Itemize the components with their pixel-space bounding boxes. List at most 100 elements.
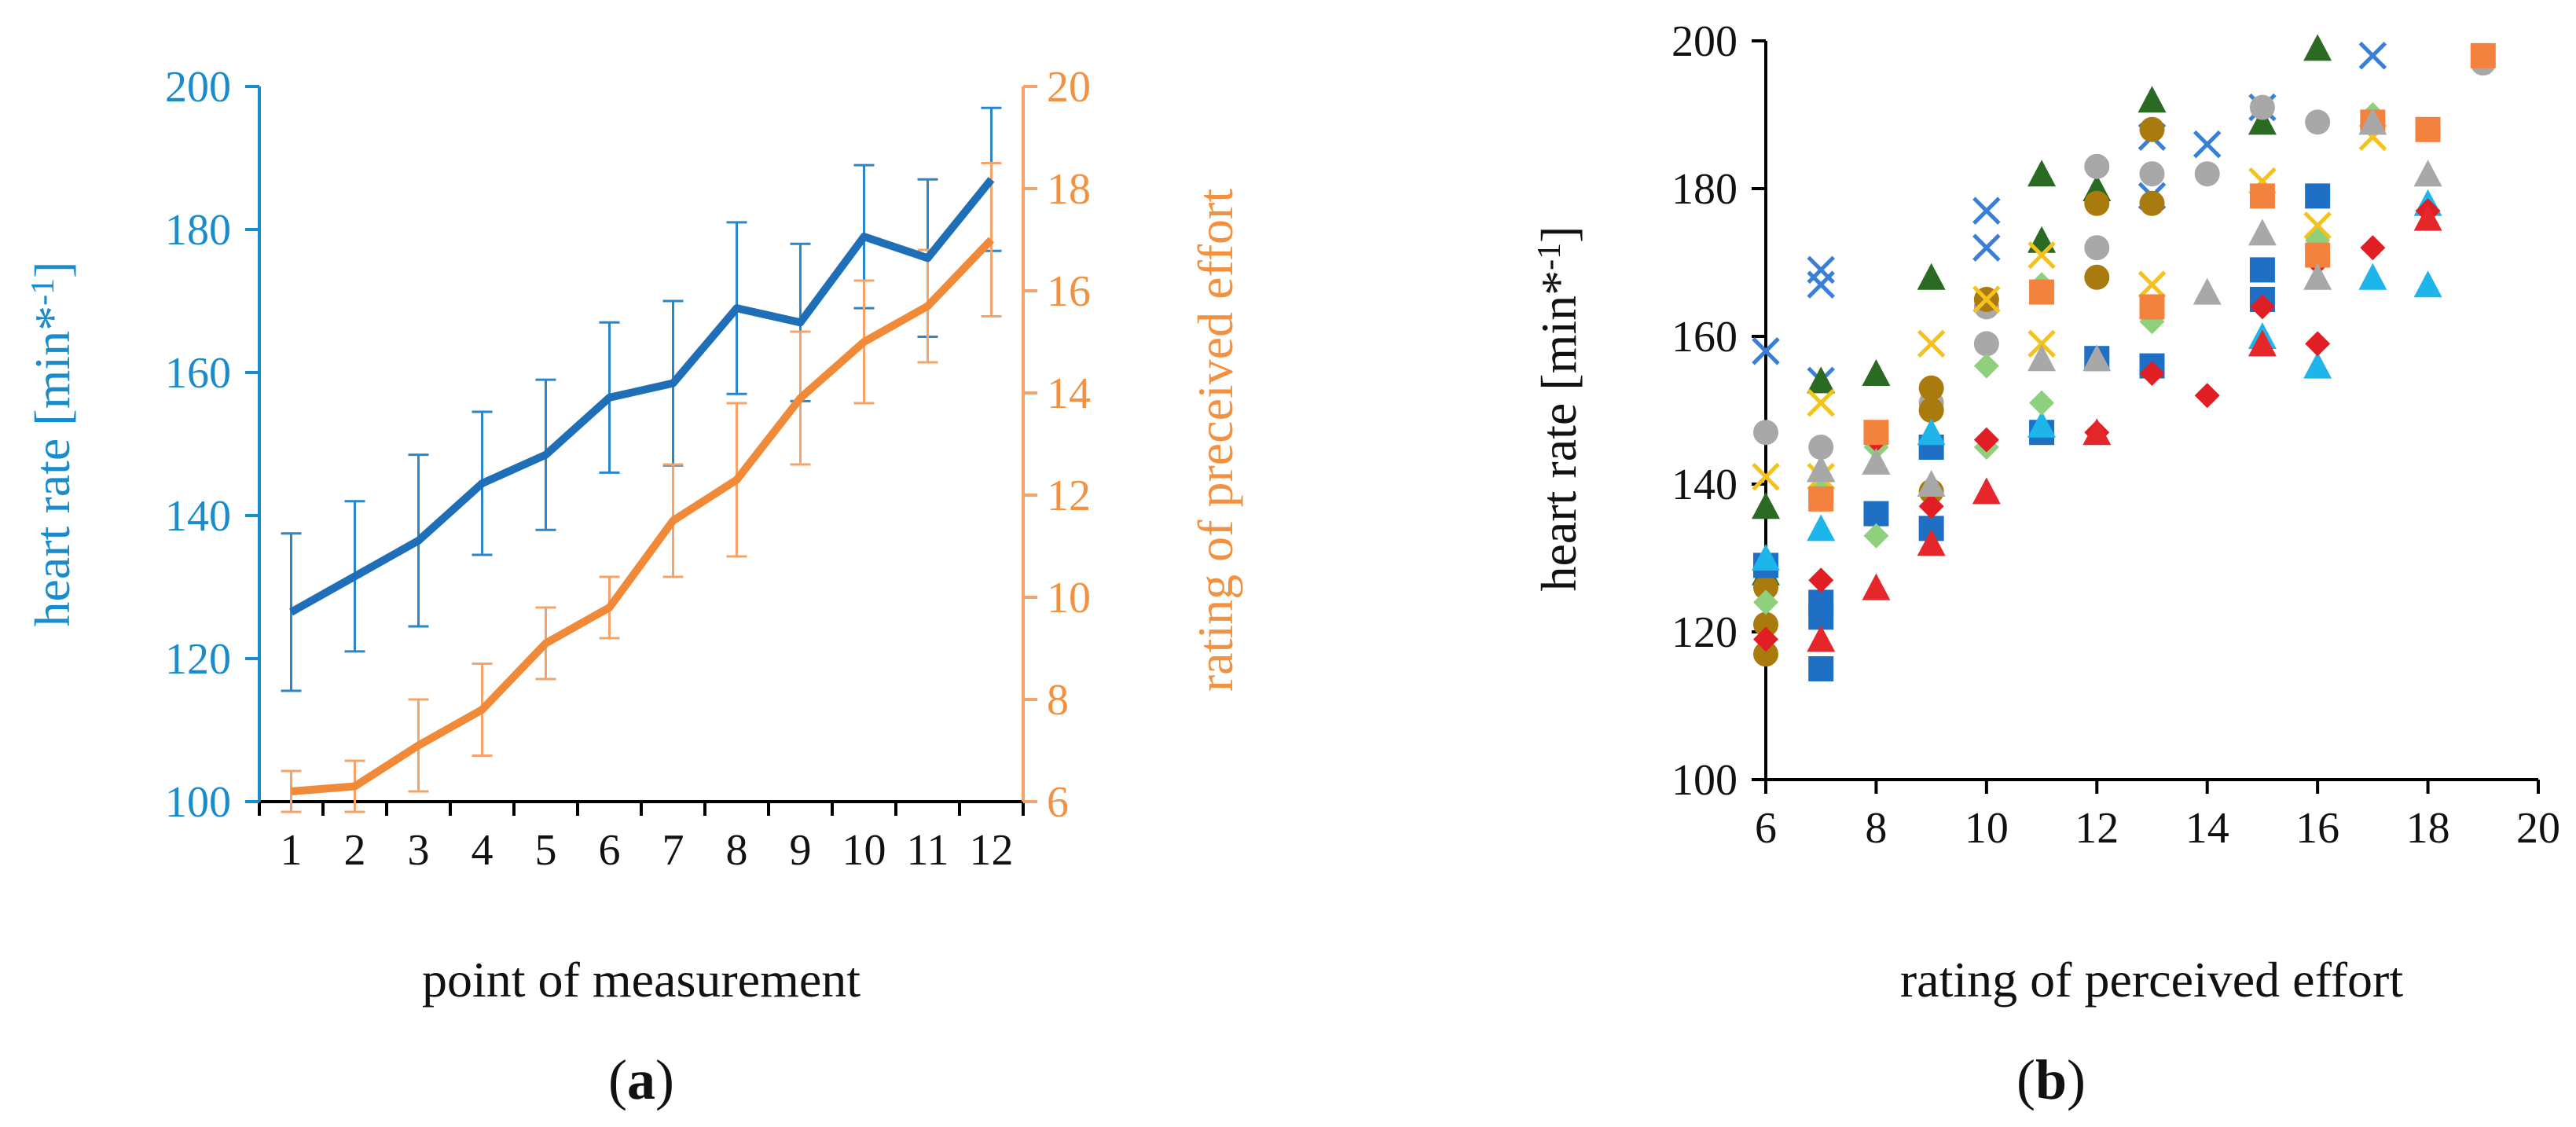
b-y-tick-label: 160	[1671, 313, 1738, 362]
b-point-square	[2249, 183, 2275, 209]
a-x-axis-title: point of measurement	[422, 952, 861, 1008]
b-y-tick-label: 200	[1671, 17, 1738, 66]
b-point-triangle	[2137, 86, 2167, 113]
b-point-circle	[2249, 94, 2275, 120]
b-point-square	[2305, 183, 2331, 209]
b-point-x-stroke	[1752, 462, 1780, 491]
b-point-circle	[1753, 641, 1778, 667]
b-point-triangle	[2413, 270, 2442, 298]
b-point-circle	[1808, 435, 1834, 460]
b-point-x-stroke	[1807, 270, 1835, 299]
a-x-tick-label: 12	[970, 826, 1014, 875]
b-point-triangle	[2303, 262, 2332, 290]
b-y-tick-label: 140	[1671, 461, 1738, 509]
b-point-triangle	[2303, 351, 2332, 379]
b-point-triangle	[2027, 410, 2057, 438]
b-point-x-stroke	[1972, 233, 2001, 262]
a-x-tick-label: 2	[344, 826, 366, 875]
b-point-x	[2027, 240, 2056, 270]
a-y-axis-title: heart rate [min*-1]	[24, 262, 80, 627]
b-point-diamond	[2249, 294, 2275, 320]
a-y2-tick-label: 18	[1047, 165, 1091, 214]
b-point-x-stroke	[2303, 211, 2332, 240]
a-x-tick-label: 11	[907, 826, 949, 875]
a-panel-label: (a)	[608, 1048, 674, 1111]
a-x-tick-label: 10	[842, 826, 886, 875]
b-point-square	[2249, 257, 2275, 283]
b-point-triangle	[1972, 477, 2001, 505]
a-x-tick-label: 7	[662, 826, 684, 875]
a-y2-tick-label: 12	[1047, 472, 1091, 520]
b-point-triangle	[1917, 262, 1946, 290]
b-point-triangle	[2027, 160, 2057, 187]
b-y-tick-label: 180	[1671, 165, 1738, 214]
b-point-x	[1972, 196, 2001, 225]
a-x-tick-label: 4	[472, 826, 494, 875]
a-y2-tick-label: 20	[1047, 63, 1091, 112]
a-y-tick-label: 120	[165, 635, 231, 684]
b-point-square	[1808, 656, 1834, 681]
b-point-diamond	[1753, 589, 1778, 615]
a-y-tick-label: 140	[165, 492, 231, 541]
b-point-x	[1752, 462, 1780, 491]
b-point-x	[1807, 388, 1835, 417]
b-point-x-stroke	[2027, 240, 2056, 270]
b-point-triangle	[1917, 418, 1946, 446]
b-point-x-stroke	[1972, 196, 2001, 225]
b-x-tick-label: 8	[1865, 804, 1887, 853]
b-point-triangle	[2248, 108, 2277, 135]
b-point-diamond	[2029, 390, 2055, 416]
b-point-diamond	[2305, 331, 2331, 357]
b-point-triangle	[1917, 470, 1946, 497]
b-point-x-stroke	[2137, 270, 2167, 299]
b-point-x	[2303, 211, 2332, 240]
b-point-x-stroke	[2193, 130, 2222, 159]
a-x-tick-label: 5	[535, 826, 557, 875]
b-point-diamond	[2139, 361, 2165, 386]
b-point-square	[2029, 279, 2055, 305]
b-point-x-stroke	[1752, 337, 1780, 365]
b-point-circle	[2139, 116, 2165, 142]
b-point-x	[1807, 255, 1835, 285]
b-point-x-stroke	[1917, 329, 1946, 358]
a-x-tick-label: 6	[599, 826, 621, 875]
b-point-x	[1807, 270, 1835, 299]
b-point-circle	[2084, 235, 2110, 261]
b-panel-label: (b)	[2016, 1048, 2086, 1111]
b-point-triangle	[2413, 160, 2442, 187]
b-point-triangle	[1862, 573, 1891, 600]
a-y2-axis-title: rating of preceived effort	[1187, 189, 1243, 692]
b-point-square	[2415, 116, 2441, 142]
b-point-triangle	[2027, 344, 2057, 372]
b-point-circle	[2084, 153, 2110, 179]
b-point-triangle	[2413, 204, 2442, 231]
b-point-square	[1863, 420, 1889, 446]
b-point-triangle	[2027, 226, 2057, 253]
a-y2-tick-label: 8	[1047, 676, 1069, 725]
b-point-x	[1752, 337, 1780, 365]
b-point-triangle	[2082, 418, 2112, 446]
b-point-circle	[2305, 109, 2331, 135]
b-point-circle	[2084, 264, 2110, 290]
a-x-tick-label: 9	[790, 826, 812, 875]
b-point-circle	[2194, 161, 2220, 187]
panel-b-scatter-chart: 6 8 10 12 14 16 18 20 100 120 140 160 180 200 rating…	[1531, 17, 2560, 1111]
b-point-circle	[1753, 575, 1778, 600]
a-y-tick-label: 200	[165, 63, 231, 112]
b-x-tick-label: 18	[2406, 804, 2450, 853]
a-y2-tick-label: 10	[1047, 574, 1091, 622]
b-point-x	[2193, 130, 2222, 159]
b-point-circle	[1753, 420, 1778, 446]
b-point-circle	[1973, 331, 1999, 357]
b-point-circle	[2139, 161, 2165, 187]
b-point-triangle	[1752, 492, 1780, 519]
b-x-tick-label: 6	[1755, 804, 1777, 853]
b-point-diamond	[1973, 427, 1999, 453]
b-point-triangle	[2303, 34, 2332, 61]
b-point-triangle	[1752, 544, 1780, 571]
b-point-triangle	[1862, 359, 1891, 386]
b-point-triangle	[1807, 625, 1836, 652]
b-point-diamond	[1753, 626, 1778, 652]
b-point-triangle	[1807, 366, 1836, 394]
